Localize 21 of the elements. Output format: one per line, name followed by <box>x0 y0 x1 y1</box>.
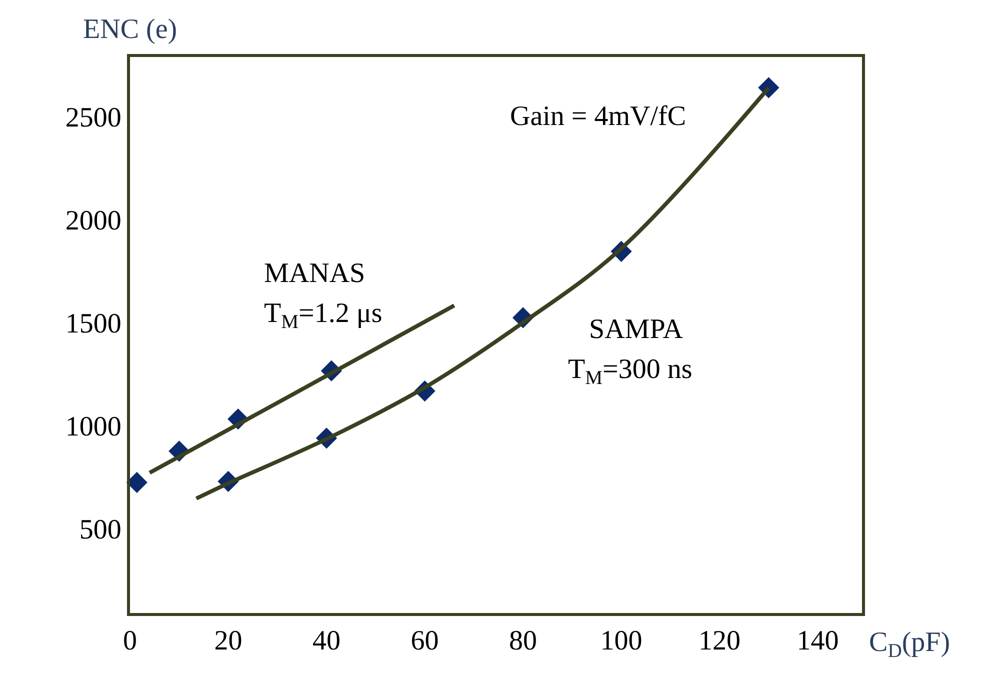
y-tick-label: 1500 <box>65 308 122 340</box>
point <box>126 472 147 492</box>
x-tick-label: 20 <box>214 626 242 657</box>
y-tick-label: 500 <box>79 514 122 546</box>
x-tick-label: 60 <box>410 626 439 657</box>
text: MANAS <box>264 258 366 289</box>
annotation: T$_{M}$=1.2 μs <box>264 298 382 333</box>
y-axis-title: ENC (e) <box>83 14 178 45</box>
y-tick-label: 2500 <box>65 102 122 134</box>
x-axis-title: C$_{D}$(pF) <box>869 627 950 662</box>
x-tick-label: 120 <box>698 626 741 657</box>
y-tick-label: 2000 <box>65 205 122 236</box>
x-tick-label: 0 <box>123 626 137 657</box>
x-tick-label: 100 <box>600 626 642 657</box>
annotation: T$_{M}$=300 ns <box>568 354 692 389</box>
y-tick-label: 1000 <box>65 411 122 442</box>
annotation: Gain = 4mV/fC <box>510 101 686 132</box>
x-tick-label: 80 <box>509 626 538 657</box>
text: SAMPA <box>589 314 684 345</box>
x-tick-label: 40 <box>312 626 341 657</box>
x-tick-label: 140 <box>796 626 839 657</box>
